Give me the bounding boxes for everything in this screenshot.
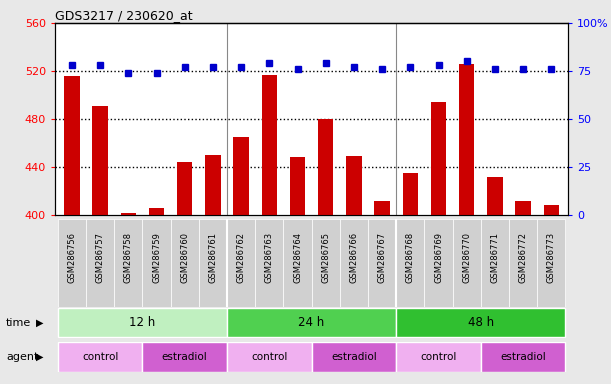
Bar (170, 219, 199, 307)
Text: GSM286769: GSM286769 (434, 232, 443, 283)
Bar (481, 343, 565, 372)
Bar (544, 205, 559, 215)
Bar (459, 64, 475, 215)
Text: GSM286771: GSM286771 (491, 232, 499, 283)
Text: ▶: ▶ (36, 318, 43, 328)
Text: estradiol: estradiol (500, 352, 546, 362)
Text: control: control (420, 352, 456, 362)
Bar (120, 213, 136, 215)
Text: GSM286758: GSM286758 (124, 232, 133, 283)
Bar (487, 177, 503, 215)
Bar (92, 106, 108, 215)
Text: GSM286766: GSM286766 (349, 232, 359, 283)
Text: GSM286763: GSM286763 (265, 232, 274, 283)
Bar (114, 219, 142, 307)
Bar (58, 308, 227, 337)
Bar (537, 219, 565, 307)
Bar (227, 343, 312, 372)
Bar (346, 156, 362, 215)
Bar (318, 119, 334, 215)
Bar (177, 162, 192, 215)
Bar (396, 219, 425, 307)
Bar (312, 343, 396, 372)
Bar (86, 219, 114, 307)
Bar (142, 219, 170, 307)
Bar (199, 219, 227, 307)
Bar (396, 343, 481, 372)
Bar (58, 219, 86, 307)
Text: GDS3217 / 230620_at: GDS3217 / 230620_at (55, 9, 192, 22)
Text: GSM286767: GSM286767 (378, 232, 387, 283)
Text: GSM286764: GSM286764 (293, 232, 302, 283)
Text: estradiol: estradiol (162, 352, 208, 362)
Text: estradiol: estradiol (331, 352, 377, 362)
Text: 48 h: 48 h (468, 316, 494, 329)
Bar (148, 208, 164, 215)
Bar (233, 137, 249, 215)
Text: GSM286768: GSM286768 (406, 232, 415, 283)
Text: 12 h: 12 h (130, 316, 156, 329)
Bar (481, 219, 509, 307)
Text: 24 h: 24 h (299, 316, 324, 329)
Bar (403, 173, 418, 215)
Text: GSM286770: GSM286770 (462, 232, 471, 283)
Text: control: control (251, 352, 288, 362)
Bar (205, 155, 221, 215)
Bar (396, 308, 565, 337)
Bar (255, 219, 284, 307)
Bar (509, 219, 537, 307)
Bar (375, 200, 390, 215)
Text: GSM286762: GSM286762 (236, 232, 246, 283)
Text: GSM286772: GSM286772 (519, 232, 528, 283)
Text: ▶: ▶ (36, 352, 43, 362)
Bar (453, 219, 481, 307)
Text: GSM286761: GSM286761 (208, 232, 218, 283)
Bar (515, 200, 531, 215)
Bar (431, 102, 446, 215)
Bar (58, 343, 142, 372)
Bar (227, 308, 396, 337)
Bar (142, 343, 227, 372)
Text: GSM286773: GSM286773 (547, 232, 556, 283)
Text: control: control (82, 352, 119, 362)
Bar (312, 219, 340, 307)
Bar (262, 74, 277, 215)
Bar (425, 219, 453, 307)
Text: GSM286760: GSM286760 (180, 232, 189, 283)
Bar (340, 219, 368, 307)
Bar (227, 219, 255, 307)
Bar (284, 219, 312, 307)
Text: GSM286765: GSM286765 (321, 232, 330, 283)
Text: GSM286759: GSM286759 (152, 232, 161, 283)
Text: agent: agent (6, 352, 38, 362)
Text: time: time (6, 318, 31, 328)
Bar (368, 219, 396, 307)
Text: GSM286756: GSM286756 (67, 232, 76, 283)
Bar (290, 157, 306, 215)
Bar (64, 76, 79, 215)
Text: GSM286757: GSM286757 (95, 232, 104, 283)
